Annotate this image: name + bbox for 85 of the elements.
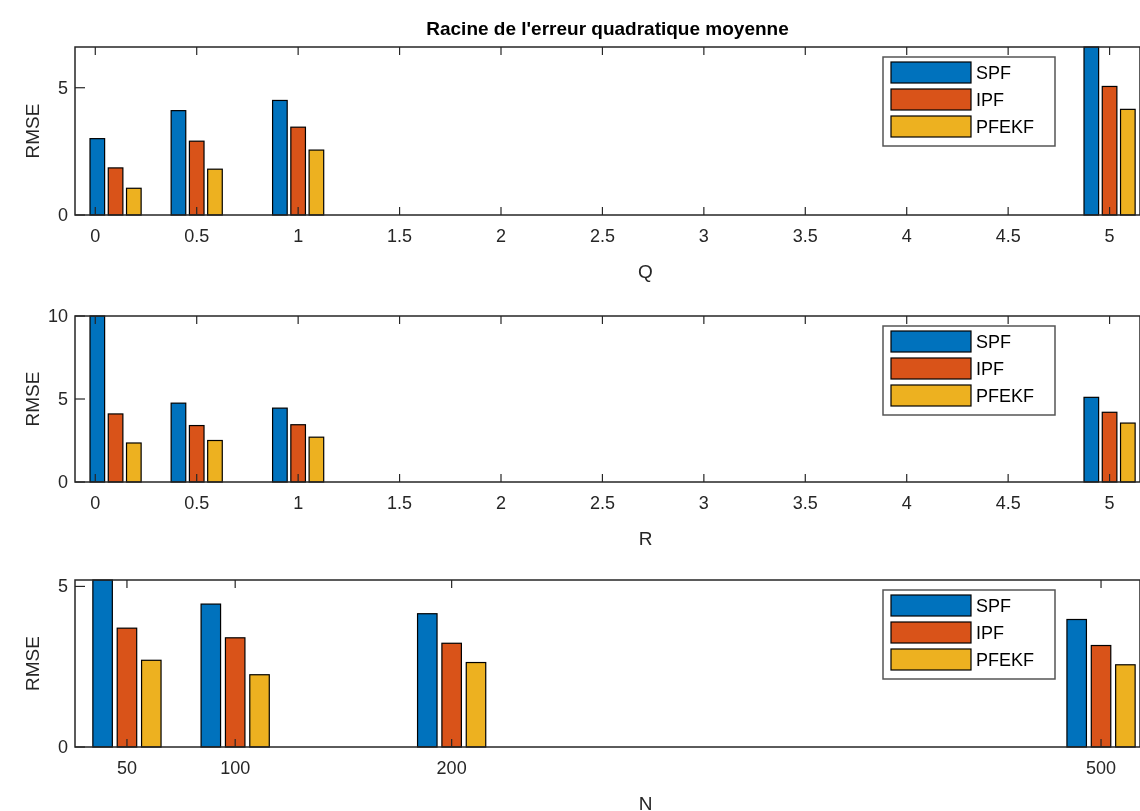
bar <box>1119 422 1136 483</box>
legend-label: SPF <box>976 332 1012 352</box>
y-tick-label: 5 <box>57 576 68 597</box>
x-tick-label: 1 <box>293 226 304 246</box>
bar <box>125 187 142 216</box>
bar <box>1083 46 1100 216</box>
x-tick-label: 4 <box>901 226 912 246</box>
bar <box>207 168 223 216</box>
bar <box>92 579 113 748</box>
legend-label: IPF <box>976 623 1005 643</box>
y-tick-label: 10 <box>47 306 68 326</box>
bar <box>1066 618 1088 748</box>
x-tick-label: 3 <box>698 226 709 246</box>
x-tick-label: 100 <box>220 758 251 778</box>
x-tick-label: 500 <box>1086 758 1117 778</box>
bar <box>1083 396 1100 483</box>
x-tick-label: 0 <box>90 226 101 246</box>
x-axis-title: N <box>638 793 653 811</box>
bar <box>188 424 205 483</box>
x-tick-label: 1 <box>293 493 304 513</box>
x-tick-label: 3 <box>698 493 709 513</box>
bar <box>1101 411 1118 483</box>
bar <box>271 407 288 483</box>
bar <box>107 167 124 216</box>
chart-title: Racine de l'erreur quadratique moyenne <box>426 18 789 39</box>
x-tick-label: 4.5 <box>995 493 1021 513</box>
y-axis-title: RMSE <box>22 371 43 427</box>
legend-label: IPF <box>976 359 1005 379</box>
legend-label: PFEKF <box>976 117 1035 137</box>
x-tick-label: 4.5 <box>995 226 1021 246</box>
bar <box>1101 85 1118 216</box>
bar <box>308 149 325 216</box>
x-tick-label: 1.5 <box>387 493 413 513</box>
bar <box>290 126 307 216</box>
y-tick-label: 0 <box>57 472 68 492</box>
bar <box>89 315 106 483</box>
bar <box>1090 644 1112 748</box>
x-tick-label: 2.5 <box>589 493 615 513</box>
bar <box>249 674 270 748</box>
bar <box>116 627 138 748</box>
bar <box>1115 664 1136 748</box>
bar <box>89 138 106 216</box>
y-tick-label: 0 <box>57 737 68 757</box>
y-tick-label: 5 <box>57 389 68 409</box>
bar <box>125 442 142 483</box>
x-axis-title: Q <box>638 261 653 282</box>
x-tick-label: 2 <box>495 493 507 513</box>
x-tick-label: 0.5 <box>184 226 210 246</box>
bar <box>465 661 487 748</box>
x-tick-label: 200 <box>436 758 467 778</box>
legend-label: SPF <box>976 596 1012 616</box>
bar <box>107 413 124 483</box>
x-tick-label: 2.5 <box>589 226 615 246</box>
y-axis-title: RMSE <box>22 636 43 691</box>
x-tick-label: 3.5 <box>792 493 818 513</box>
legend-label: PFEKF <box>976 386 1035 406</box>
x-axis-title: R <box>638 528 653 549</box>
x-tick-label: 4 <box>901 493 912 513</box>
bar <box>188 140 205 216</box>
bar <box>224 637 246 748</box>
x-tick-label: 50 <box>116 758 137 778</box>
bar <box>416 613 438 748</box>
x-tick-label: 0 <box>90 493 101 513</box>
legend-label: PFEKF <box>976 650 1035 670</box>
bar <box>271 99 288 216</box>
x-tick-label: 5 <box>1104 493 1115 513</box>
bar <box>308 436 325 483</box>
y-axis-title: RMSE <box>22 103 43 159</box>
y-tick-label: 0 <box>57 205 68 225</box>
bar <box>200 603 222 748</box>
x-tick-label: 3.5 <box>792 226 818 246</box>
bar <box>207 439 223 483</box>
y-tick-label: 5 <box>57 77 68 98</box>
bar <box>1119 108 1136 216</box>
legend-label: SPF <box>976 63 1012 83</box>
x-tick-label: 1.5 <box>387 226 413 246</box>
bar <box>140 659 162 748</box>
bar <box>441 642 462 748</box>
bar <box>170 402 187 483</box>
bar <box>290 424 307 483</box>
x-tick-label: 0.5 <box>184 493 210 513</box>
bar <box>170 110 187 216</box>
x-tick-label: 2 <box>495 226 507 246</box>
legend-label: IPF <box>976 90 1005 110</box>
x-tick-label: 5 <box>1104 226 1115 246</box>
